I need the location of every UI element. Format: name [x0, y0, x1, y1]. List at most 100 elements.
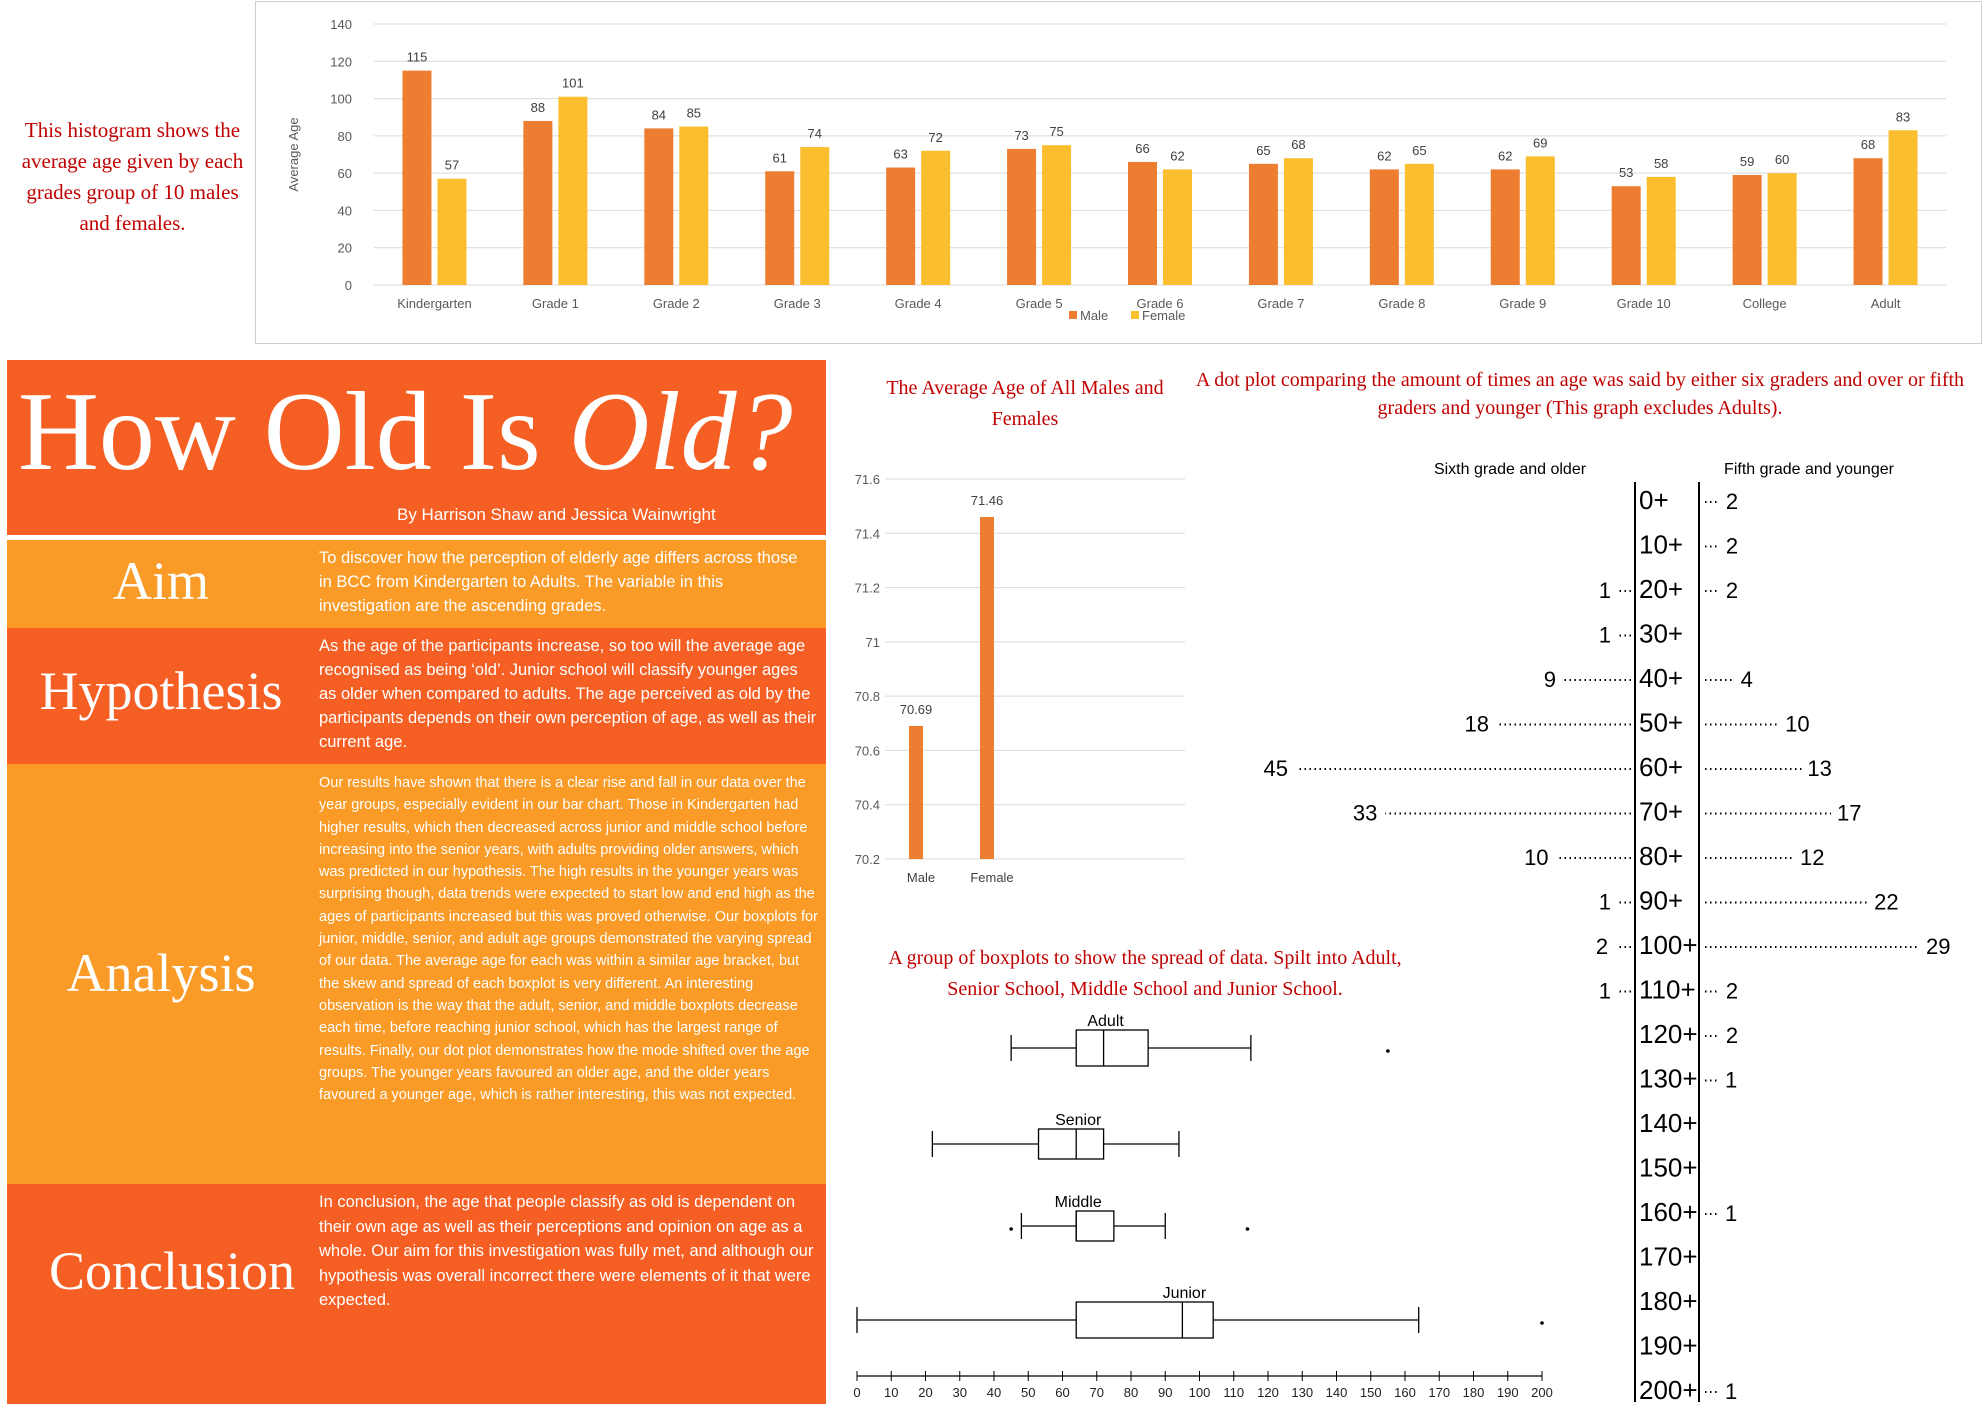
- hypothesis-text: As the age of the participants increase,…: [319, 637, 817, 751]
- bar-data-label: 74: [807, 126, 821, 141]
- x-tick-label: Grade 2: [653, 296, 700, 311]
- boxplot-axis-label: 170: [1428, 1385, 1450, 1400]
- y-axis-label: Average Age: [286, 117, 301, 191]
- boxplot-axis-label: 50: [1021, 1385, 1035, 1400]
- bar-data-label: 70.69: [900, 702, 933, 717]
- boxplot-axis-label: 140: [1326, 1385, 1348, 1400]
- boxplot-axis-label: 10: [884, 1385, 898, 1400]
- analysis-section: Analysis Our results have shown that the…: [7, 764, 826, 1184]
- x-tick-label: Adult: [1871, 296, 1901, 311]
- boxplot-axis-label: 60: [1055, 1385, 1069, 1400]
- legend-swatch-male: [1069, 311, 1077, 319]
- y-tick-label: 71: [866, 635, 880, 650]
- x-tick-label: Grade 7: [1257, 296, 1304, 311]
- title-banner: [7, 360, 826, 535]
- bar-female: [921, 150, 951, 285]
- boxplot-box: [1075, 1210, 1115, 1242]
- bar-female: [558, 96, 588, 285]
- dotplot-count-left: 9: [1544, 667, 1556, 692]
- bar-data-label: 101: [562, 76, 584, 91]
- bar-male: [909, 726, 923, 859]
- dotplot-count-left: 18: [1465, 712, 1489, 737]
- bar-data-label: 88: [531, 100, 545, 115]
- x-tick-label: Male: [907, 870, 935, 885]
- conclusion-heading: Conclusion: [48, 1241, 295, 1301]
- boxplot-box: [1037, 1128, 1105, 1160]
- bar-female: [1646, 176, 1676, 285]
- y-tick-label: 20: [338, 241, 352, 256]
- bar-female: [1888, 130, 1918, 285]
- dotplot-count-left: 33: [1353, 801, 1377, 826]
- bar-male: [886, 167, 916, 285]
- bar-female: [800, 147, 830, 285]
- boxplot-box: [1075, 1029, 1149, 1067]
- dotplot-count-right: 2: [1726, 534, 1738, 559]
- bar-data-label: 65: [1256, 143, 1270, 158]
- dotplot-count-right: 2: [1726, 578, 1738, 603]
- y-tick-label: 40: [338, 203, 352, 218]
- dotplot-age-label: 110+: [1639, 975, 1696, 1005]
- bar-data-label: 68: [1291, 137, 1305, 152]
- boxplot-outlier: [1386, 1049, 1390, 1053]
- bar-data-label: 65: [1412, 143, 1426, 158]
- boxplot-axis-label: 160: [1394, 1385, 1416, 1400]
- bar-data-label: 72: [928, 130, 942, 145]
- dotplot-age-label: 0+: [1639, 485, 1669, 515]
- x-tick-label: Grade 6: [1137, 296, 1184, 311]
- bar-female: [1404, 163, 1434, 285]
- bar-male: [1128, 161, 1157, 285]
- x-tick-label: Female: [970, 870, 1013, 885]
- x-tick-label: Grade 1: [532, 296, 579, 311]
- legend-swatch-female: [1131, 311, 1139, 319]
- dotplot-count-right: 2: [1726, 979, 1738, 1004]
- bar-female: [1525, 156, 1555, 285]
- dotplot-age-label: 40+: [1639, 663, 1683, 693]
- x-tick-label: College: [1743, 296, 1787, 311]
- conclusion-section: Conclusion In conclusion, the age that p…: [7, 1184, 826, 1404]
- hypothesis-section: Hypothesis As the age of the participant…: [7, 628, 826, 764]
- average-age-chart: 70.2 70.4 70.6 70.8 71 71.2 71.4 71.6 70.69 Male 7…: [855, 472, 1185, 885]
- dotplot-count-right: 12: [1800, 845, 1824, 870]
- boxplot-title: A group of boxplots to show the spread o…: [888, 947, 1402, 1000]
- bar-data-label: 59: [1740, 154, 1754, 169]
- y-tick-label: 0: [345, 278, 352, 293]
- boxplot-axis-label: 40: [987, 1385, 1001, 1400]
- bar-male: [402, 70, 432, 285]
- x-tick-label: Kindergarten: [397, 296, 471, 311]
- dotplot-count-left: 2: [1596, 934, 1608, 959]
- bar-data-label: 71.46: [971, 493, 1004, 508]
- analysis-text: Our results have shown that there is a c…: [319, 775, 818, 1104]
- bar-data-label: 62: [1498, 148, 1512, 163]
- boxplot-label: Adult: [1087, 1013, 1124, 1030]
- dotplot-count-right: 2: [1726, 1023, 1738, 1048]
- histogram-description: This histogram shows the average age giv…: [21, 118, 244, 235]
- dotplot-count-right: 10: [1785, 712, 1809, 737]
- dotplot-count-left: 1: [1599, 890, 1611, 915]
- boxplot-axis-label: 20: [918, 1385, 932, 1400]
- bar-data-label: 58: [1654, 156, 1668, 171]
- boxplot-outlier: [1009, 1227, 1013, 1231]
- bar-female: [679, 126, 709, 286]
- bar-data-label: 62: [1377, 148, 1391, 163]
- bar-data-label: 115: [407, 50, 428, 65]
- dotplot-count-right: 13: [1807, 756, 1831, 781]
- bar-data-label: 62: [1170, 148, 1184, 163]
- boxplot-axis-label: 150: [1360, 1385, 1382, 1400]
- y-tick-label: 71.2: [855, 581, 880, 596]
- y-tick-label: 70.8: [855, 689, 880, 704]
- bar-data-label: 60: [1775, 152, 1789, 167]
- boxplot-outlier: [1245, 1227, 1250, 1231]
- bar-data-label: 61: [772, 150, 786, 165]
- bar-data-label: 75: [1049, 124, 1063, 139]
- dotplot-count-left: 10: [1524, 845, 1548, 870]
- boxplot-axis-label: 200: [1531, 1385, 1553, 1400]
- dotplot-count-right: 29: [1926, 934, 1950, 959]
- dotplot-count-right: 4: [1741, 667, 1753, 692]
- x-tick-label: Grade 8: [1378, 296, 1425, 311]
- x-tick-label: Grade 9: [1499, 296, 1546, 311]
- boxplot-outlier: [1540, 1321, 1544, 1325]
- dotplot-count-right: 17: [1837, 801, 1861, 826]
- bar-female: [1042, 145, 1072, 285]
- dotplot-count-left: 1: [1599, 979, 1611, 1004]
- bar-data-label: 63: [893, 147, 907, 162]
